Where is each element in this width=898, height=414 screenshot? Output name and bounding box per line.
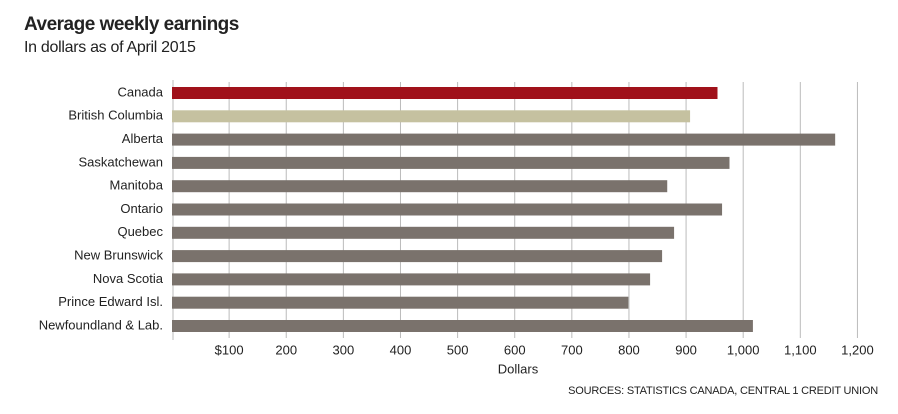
- x-axis-label: Dollars: [498, 361, 539, 376]
- x-tick-label: 1,000: [727, 342, 760, 357]
- x-tick-label: 300: [333, 342, 355, 357]
- bar: [172, 180, 668, 193]
- bar: [172, 296, 629, 309]
- x-tick-label: 500: [447, 342, 469, 357]
- y-tick-label: Newfoundland & Lab.: [39, 317, 163, 332]
- y-tick-label: Ontario: [120, 201, 163, 216]
- bar: [172, 250, 663, 263]
- y-tick-label: Nova Scotia: [93, 271, 164, 286]
- x-tick-label: 800: [618, 342, 640, 357]
- x-tick-label: 700: [561, 342, 583, 357]
- y-tick-label: Prince Edward Isl.: [58, 294, 163, 309]
- x-tick-label: 400: [390, 342, 412, 357]
- bar: [172, 273, 651, 286]
- x-tick-label: 900: [675, 342, 697, 357]
- y-tick-label: Quebec: [117, 224, 163, 239]
- bar: [172, 226, 675, 239]
- y-tick-label: British Columbia: [68, 108, 163, 123]
- bar: [172, 133, 836, 146]
- x-tick-label: 200: [275, 342, 297, 357]
- bar: [172, 110, 691, 123]
- x-tick-label: 1,100: [784, 342, 817, 357]
- bar: [172, 156, 730, 169]
- x-tick-label: $100: [215, 342, 244, 357]
- bar: [172, 203, 723, 216]
- y-tick-label: Canada: [117, 84, 163, 99]
- bar: [172, 320, 753, 332]
- x-tick-label: 1,200: [841, 342, 874, 357]
- y-tick-label: New Brunswick: [74, 248, 163, 263]
- chart-title: Average weekly earnings: [24, 14, 239, 35]
- chart-subtitle: In dollars as of April 2015: [24, 39, 196, 56]
- bar: [172, 87, 718, 99]
- x-tick-label: 600: [504, 342, 526, 357]
- y-tick-label: Manitoba: [110, 178, 164, 193]
- source: SOURCES: STATISTICS CANADA, CENTRAL 1 CR…: [568, 385, 878, 397]
- y-tick-label: Saskatchewan: [78, 154, 163, 169]
- y-tick-label: Alberta: [122, 131, 164, 146]
